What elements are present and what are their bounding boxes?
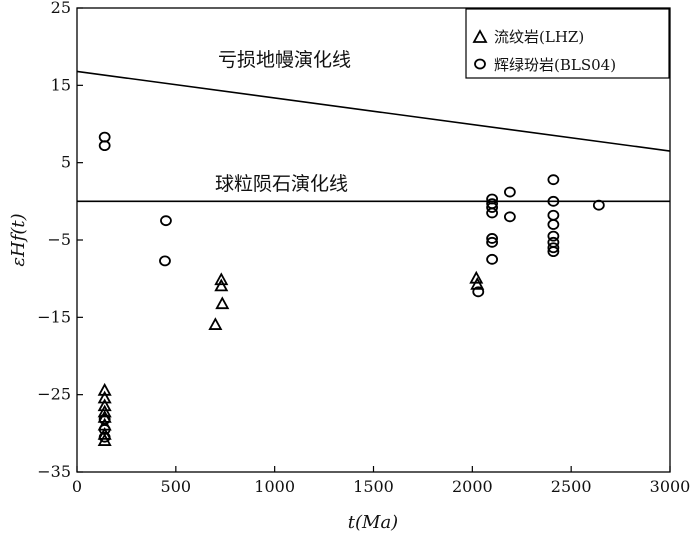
circle-point-19 bbox=[547, 209, 560, 221]
circle-point-20 bbox=[547, 219, 560, 230]
triangle-point-10 bbox=[97, 409, 112, 423]
y-tick-label-0: 25 bbox=[51, 0, 71, 17]
reference-line-0 bbox=[76, 70, 671, 152]
legend-box bbox=[465, 8, 670, 79]
y-tick-label-1: 15 bbox=[51, 75, 71, 94]
triangle-point-5 bbox=[215, 296, 230, 310]
y-axis-title: εHf(t) bbox=[8, 213, 29, 266]
circle-point-23 bbox=[547, 242, 560, 254]
circle-point-15 bbox=[503, 186, 516, 198]
x-tick-label-6: 3000 bbox=[650, 477, 691, 496]
y-tick-label-5: −25 bbox=[37, 385, 71, 404]
circle-point-4 bbox=[98, 431, 111, 443]
reference-lines-group bbox=[76, 70, 671, 203]
data-points-group bbox=[97, 131, 605, 446]
circle-point-14 bbox=[472, 286, 485, 298]
legend: 流纹岩(LHZ) 辉绿玢岩(BLS04) bbox=[465, 8, 670, 79]
y-tick-label-4: −15 bbox=[37, 307, 71, 326]
circle-point-9 bbox=[486, 202, 499, 213]
x-tick-label-0: 0 bbox=[72, 477, 82, 496]
y-tick-label-6: −35 bbox=[37, 462, 71, 481]
circle-point-21 bbox=[547, 230, 560, 242]
triangle-point-1 bbox=[470, 276, 485, 290]
circle-point-24 bbox=[547, 246, 560, 258]
triangle-point-4 bbox=[214, 278, 229, 292]
x-tick-label-5: 2500 bbox=[551, 477, 592, 496]
circle-point-10 bbox=[486, 207, 499, 219]
circle-point-12 bbox=[486, 236, 499, 248]
x-axis-title: t(Ma) bbox=[348, 512, 398, 533]
depleted-mantle-line-label: 亏损地幔演化线 bbox=[218, 49, 351, 71]
circle-point-3 bbox=[98, 424, 111, 435]
legend-label-diabase: 辉绿玢岩(BLS04) bbox=[494, 56, 616, 74]
circle-point-6 bbox=[159, 255, 171, 267]
circle-point-5 bbox=[160, 215, 172, 227]
triangle-point-7 bbox=[97, 390, 112, 404]
legend-circle-marker bbox=[474, 58, 486, 70]
legend-label-rhyolite: 流纹岩(LHZ) bbox=[494, 28, 584, 46]
x-tick-label-3: 1500 bbox=[353, 477, 394, 496]
chur-line-label: 球粒陨石演化线 bbox=[215, 173, 348, 195]
triangle-point-9 bbox=[97, 404, 112, 418]
triangle-point-2 bbox=[208, 317, 223, 330]
circle-point-25 bbox=[592, 199, 605, 211]
circle-point-18 bbox=[547, 195, 560, 207]
circle-point-17 bbox=[547, 174, 560, 186]
triangle-point-6 bbox=[97, 382, 112, 396]
circle-point-13 bbox=[486, 253, 499, 265]
triangle-point-3 bbox=[214, 272, 229, 286]
circle-point-2 bbox=[98, 414, 111, 425]
y-tick-label-2: 5 bbox=[61, 153, 71, 172]
y-tick-label-3: −5 bbox=[47, 230, 71, 249]
x-tick-label-2: 1000 bbox=[254, 477, 295, 496]
x-tick-label-1: 500 bbox=[161, 477, 192, 496]
circle-point-16 bbox=[503, 211, 516, 223]
triangle-point-13 bbox=[97, 433, 112, 446]
x-tick-label-4: 2000 bbox=[452, 477, 493, 496]
axis-ticks-group: 0 500 1000 1500 2000 2500 3000 25 15 5 −5 −15 −25 −35 bbox=[37, 0, 690, 496]
triangle-point-0 bbox=[469, 270, 484, 284]
circle-point-11 bbox=[486, 233, 499, 244]
legend-triangle-marker bbox=[472, 29, 488, 43]
circle-point-1 bbox=[98, 140, 111, 152]
